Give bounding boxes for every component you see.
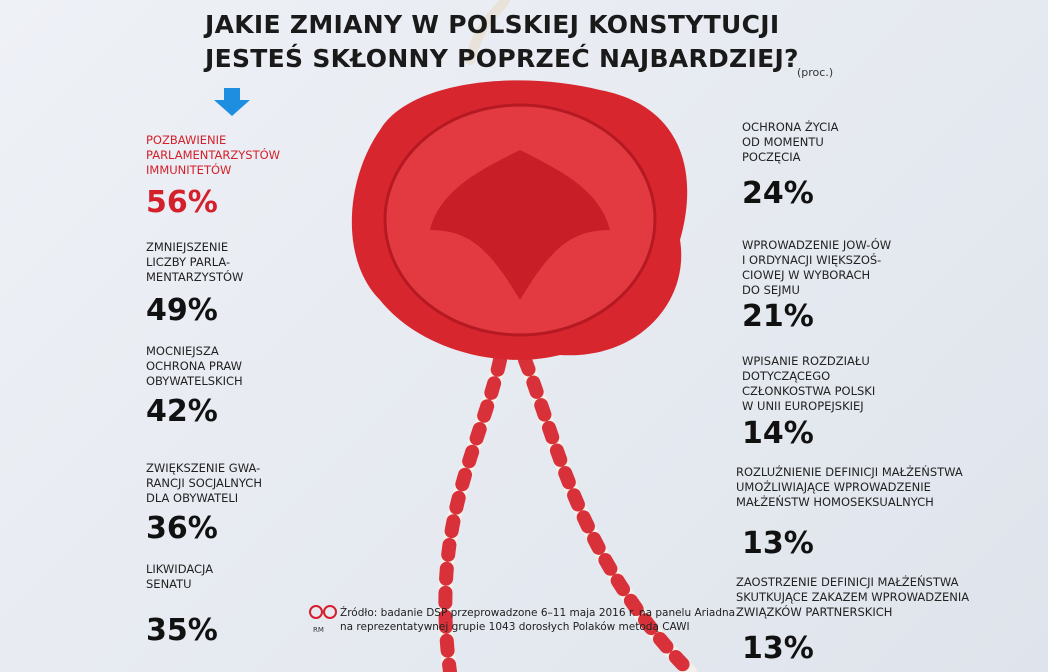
unit: (proc.): [797, 66, 834, 79]
item-label: DO SEJMU: [742, 283, 800, 297]
item-label: W UNII EUROPEJSKIEJ: [742, 399, 864, 413]
item-label: ZAOSTRZENIE DEFINICJI MAŁŻEŃSTWA: [736, 575, 959, 589]
item-label: ZWIĘKSZENIE GWA-: [146, 461, 261, 475]
item-label: MAŁŻEŃSTW HOMOSEKSUALNYCH: [736, 495, 934, 509]
item-label: WPROWADZENIE JOW-ÓW: [742, 238, 892, 252]
item-label: SKUTKUJĄCE ZAKAZEM WPROWADZENIA: [736, 590, 970, 604]
item-label: IMMUNITETÓW: [146, 163, 232, 177]
item-label: MENTARZYSTÓW: [146, 270, 244, 284]
item-value: 13%: [742, 631, 814, 666]
item-label: ZWIĄZKÓW PARTNERSKICH: [736, 605, 893, 619]
item-label: UMOŻLIWIAJĄCE WPROWADZENIE: [736, 480, 931, 494]
item-label: ROZLUŹNIENIE DEFINICJI MAŁŻEŃSTWA: [736, 465, 963, 479]
item-value: 24%: [742, 176, 814, 211]
item-value: 35%: [146, 613, 218, 648]
item-label: CZŁONKOSTWA POLSKI: [742, 384, 876, 398]
item-value: 56%: [146, 185, 218, 220]
item-label: OCHRONA PRAW: [146, 359, 242, 373]
source-line: Źródło: badanie DSP przeprowadzone 6–11 …: [340, 607, 736, 619]
item-label: LICZBY PARLA-: [146, 255, 231, 269]
item-label: WPISANIE ROZDZIAŁU: [742, 354, 870, 368]
item-label: MOCNIEJSZA: [146, 344, 219, 358]
item-value: 42%: [146, 394, 218, 429]
item-label: POCZĘCIA: [742, 150, 801, 164]
item-label: POZBAWIENIE: [146, 133, 227, 147]
item-label: DOTYCZĄCEGO: [742, 369, 831, 383]
source-line: na reprezentatywnej grupie 1043 dorosłyc…: [340, 621, 690, 633]
item-label: DLA OBYWATELI: [146, 491, 239, 505]
item-label: LIKWIDACJA: [146, 562, 214, 576]
item-label: CIOWEJ W WYBORACH: [742, 268, 871, 282]
source: Źródło: badanie DSP przeprowadzone 6–11 …: [340, 606, 735, 634]
title: JAKIE ZMIANY W POLSKIEJ KONSTYTUCJI: [205, 10, 780, 39]
item-label: OBYWATELSKICH: [146, 374, 243, 388]
item-label: RANCJI SOCJALNYCH: [146, 476, 262, 490]
item-label: ZMNIEJSZENIE: [146, 240, 229, 254]
item-label: PARLAMENTARZYSTÓW: [146, 148, 281, 162]
item-value: 21%: [742, 299, 814, 334]
item-label: OCHRONA ŻYCIA: [742, 120, 839, 134]
item-value: 36%: [146, 511, 218, 546]
item-label: OD MOMENTU: [742, 135, 824, 149]
title: JESTEŚ SKŁONNY POPRZEĆ NAJBARDZIEJ?: [205, 44, 799, 73]
item-value: 14%: [742, 416, 814, 451]
logo-text: RM: [313, 626, 324, 634]
item-value: 13%: [742, 526, 814, 561]
item-value: 49%: [146, 293, 218, 328]
item-label: I ORDYNACJI WIĘKSZOŚ-: [742, 253, 882, 267]
item-label: SENATU: [146, 577, 192, 591]
